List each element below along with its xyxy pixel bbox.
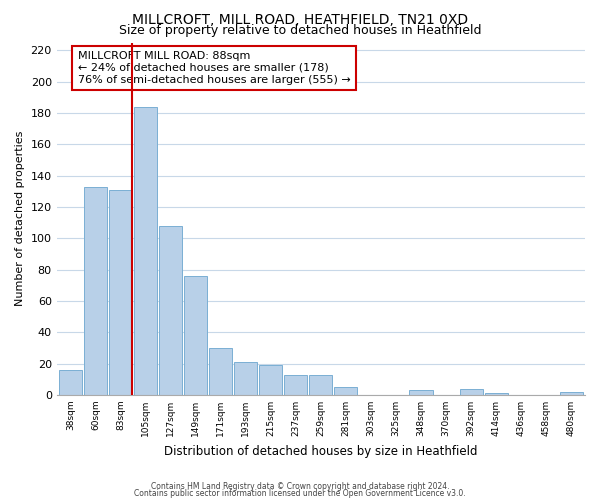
X-axis label: Distribution of detached houses by size in Heathfield: Distribution of detached houses by size … xyxy=(164,444,478,458)
Bar xyxy=(184,276,207,395)
Bar xyxy=(334,387,358,395)
Bar xyxy=(560,392,583,395)
Bar xyxy=(409,390,433,395)
Text: Contains public sector information licensed under the Open Government Licence v3: Contains public sector information licen… xyxy=(134,490,466,498)
Y-axis label: Number of detached properties: Number of detached properties xyxy=(15,131,25,306)
Text: MILLCROFT MILL ROAD: 88sqm
← 24% of detached houses are smaller (178)
76% of sem: MILLCROFT MILL ROAD: 88sqm ← 24% of deta… xyxy=(78,52,350,84)
Text: Contains HM Land Registry data © Crown copyright and database right 2024.: Contains HM Land Registry data © Crown c… xyxy=(151,482,449,491)
Bar xyxy=(59,370,82,395)
Text: Size of property relative to detached houses in Heathfield: Size of property relative to detached ho… xyxy=(119,24,481,37)
Text: MILLCROFT, MILL ROAD, HEATHFIELD, TN21 0XD: MILLCROFT, MILL ROAD, HEATHFIELD, TN21 0… xyxy=(132,12,468,26)
Bar xyxy=(134,106,157,395)
Bar xyxy=(485,394,508,395)
Bar xyxy=(209,348,232,395)
Bar xyxy=(284,374,307,395)
Bar xyxy=(159,226,182,395)
Bar xyxy=(84,186,107,395)
Bar xyxy=(310,374,332,395)
Bar xyxy=(234,362,257,395)
Bar xyxy=(109,190,132,395)
Bar xyxy=(259,365,282,395)
Bar xyxy=(460,388,482,395)
